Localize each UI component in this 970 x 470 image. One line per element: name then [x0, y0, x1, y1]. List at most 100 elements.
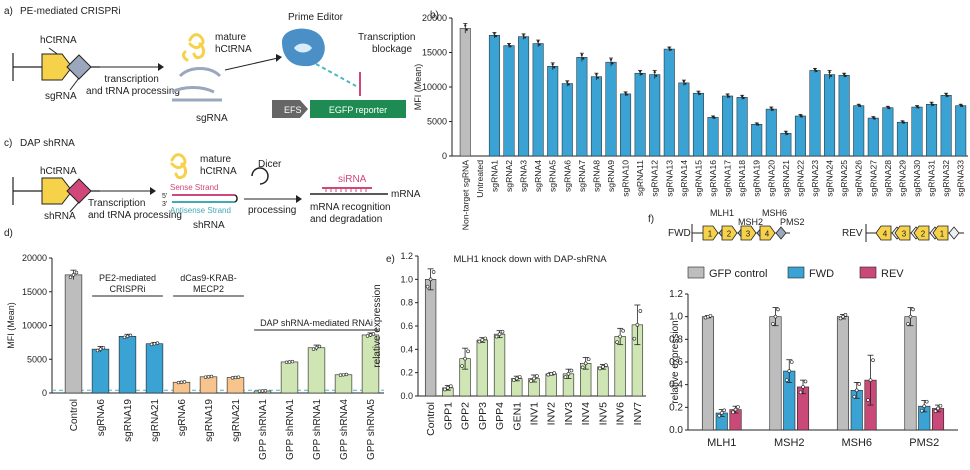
- data-point: [961, 104, 964, 108]
- x-tick-label: Non-target sgRNA: [460, 160, 470, 230]
- panel-a-reporter: EGFP reporter: [329, 105, 387, 115]
- data-point: [906, 322, 910, 326]
- panel-c-label: c): [4, 138, 12, 149]
- chart-d-label: d): [4, 228, 13, 239]
- bar: [722, 95, 734, 157]
- bar: [561, 83, 573, 157]
- bar: [809, 70, 821, 157]
- bar: [334, 374, 353, 394]
- panel-c-sense: Sense Strand: [170, 183, 218, 192]
- data-point: [446, 386, 450, 390]
- bar: [590, 76, 602, 157]
- y-axis-label: relative expression: [372, 284, 383, 367]
- data-point: [773, 314, 778, 319]
- legend-swatch: [859, 266, 877, 279]
- bar: [838, 75, 850, 157]
- panel-a-process-l1: transcription: [104, 74, 158, 85]
- x-tick-label: sgRNA6: [177, 399, 188, 437]
- trna-icon: [932, 225, 949, 241]
- data-point: [639, 70, 642, 73]
- data-point: [494, 34, 498, 38]
- data-point: [717, 413, 722, 418]
- bar: [576, 57, 588, 157]
- x-tick-label: Untreated: [475, 160, 485, 198]
- x-tick-label: Control: [69, 399, 80, 431]
- data-point: [828, 70, 831, 74]
- sirna-pairing-icon: [325, 188, 367, 192]
- panel-c-recognition-l2: and degradation: [310, 214, 382, 225]
- panel-a-mature-l2: hCtRNA: [215, 44, 252, 55]
- sgrna-gene-icon: [66, 54, 92, 80]
- data-point: [493, 32, 496, 35]
- bar: [634, 72, 646, 157]
- data-point: [784, 378, 789, 382]
- panel-c-shrna2: shRNA: [193, 220, 225, 231]
- bar: [476, 339, 488, 397]
- data-point: [787, 369, 792, 373]
- data-point: [522, 33, 525, 37]
- trna-icon: [894, 225, 911, 241]
- data-point: [98, 347, 103, 351]
- sgrna-structure-icon: [171, 67, 222, 102]
- data-point: [537, 40, 540, 43]
- bar: [701, 316, 715, 431]
- y-tick-label: 1.2: [400, 251, 413, 261]
- data-point: [771, 108, 774, 111]
- data-point: [733, 407, 738, 412]
- data-point: [917, 106, 920, 109]
- data-point: [466, 349, 470, 354]
- bar: [769, 316, 782, 431]
- x-tick-label: sgRNA21: [781, 160, 791, 197]
- x-tick-label: sgRNA24: [825, 160, 835, 197]
- fwd-gene-label: MSH2: [738, 217, 763, 227]
- panel-a-sgrna2: sgRNA: [196, 113, 228, 124]
- data-point: [803, 379, 808, 384]
- bar: [663, 48, 675, 157]
- y-tick-label: 1.0: [669, 312, 683, 323]
- data-point: [463, 356, 467, 361]
- bar: [620, 93, 632, 157]
- panel-a-blockage-l2: blockage: [372, 44, 412, 55]
- data-point: [726, 93, 729, 96]
- data-point: [789, 360, 794, 364]
- data-point: [494, 334, 499, 339]
- x-tick-label: GPP4: [494, 402, 506, 430]
- trna-icon: [913, 225, 930, 241]
- data-point: [868, 378, 873, 382]
- trna-icon: [759, 225, 776, 241]
- data-point: [829, 74, 833, 77]
- data-point: [798, 390, 803, 395]
- data-point: [529, 379, 533, 383]
- data-point: [609, 58, 613, 61]
- data-point: [852, 394, 857, 399]
- data-point: [615, 340, 619, 345]
- bar: [307, 347, 326, 394]
- x-tick-label: MSH6: [841, 437, 872, 449]
- data-point: [549, 372, 554, 376]
- panel-c-mature-l1: mature: [200, 154, 232, 165]
- x-tick-label: sgRNA25: [839, 160, 849, 197]
- data-point: [901, 120, 904, 123]
- x-tick-label: sgRNA20: [766, 160, 776, 197]
- data-point: [449, 384, 453, 389]
- x-tick-label: sgRNA27: [868, 160, 878, 197]
- panel-a-efs: EFS: [284, 105, 302, 115]
- panel-a: a) PE-mediated CRISPRi hCtRNA sgRNA tran…: [4, 6, 415, 124]
- x-tick-label: INV2: [546, 402, 558, 426]
- data-point: [425, 284, 430, 289]
- rev-number: 1: [940, 230, 945, 239]
- x-tick-label: sgRNA3: [519, 160, 529, 192]
- data-point: [930, 101, 933, 105]
- data-point: [800, 115, 804, 118]
- data-point: [101, 346, 106, 350]
- y-tick-label: 0.4: [669, 380, 683, 391]
- x-tick-label: GPP1: [442, 402, 454, 430]
- data-point: [872, 116, 875, 119]
- bar: [896, 121, 908, 157]
- y-axis-label: relative expression: [670, 320, 681, 403]
- data-point: [203, 375, 208, 379]
- y-tick-label: 5000: [27, 354, 47, 364]
